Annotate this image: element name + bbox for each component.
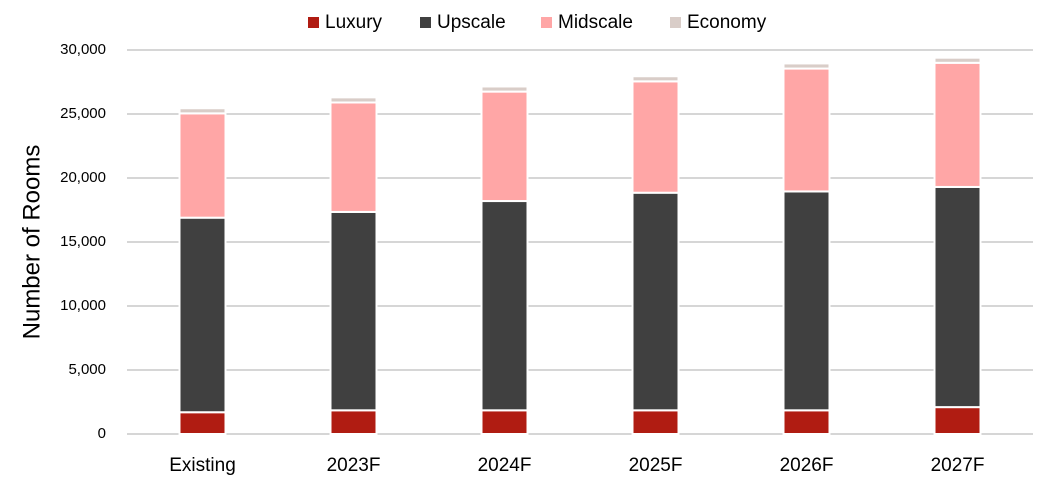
legend-swatch [308, 17, 319, 28]
x-tick-label: 2025F [629, 455, 683, 476]
x-axis-tick-labels: Existing 2023F 2024F 2025F 2026F 2027F [169, 455, 984, 476]
bar-group [631, 75, 680, 436]
bar-segment-midscale [933, 61, 982, 188]
bar-segment-economy [782, 62, 831, 70]
x-tick-label: 2024F [478, 455, 532, 476]
bar-group [782, 62, 831, 436]
bar-group [178, 107, 227, 435]
x-tick-label: 2026F [780, 455, 834, 476]
legend-item-midscale: Midscale [541, 12, 633, 33]
bar-segment-economy [631, 75, 680, 83]
x-tick-label: 2023F [327, 455, 381, 476]
bar-segment-luxury [782, 409, 831, 436]
legend: Luxury Upscale Midscale Economy [308, 12, 767, 33]
bar-group [933, 56, 982, 435]
gridlines [127, 49, 1033, 435]
legend-item-upscale: Upscale [420, 12, 506, 33]
y-tick-label: 25,000 [60, 105, 106, 122]
legend-swatch [420, 17, 431, 28]
legend-label: Economy [687, 12, 767, 33]
y-tick-label: 0 [98, 425, 106, 442]
legend-item-luxury: Luxury [308, 12, 383, 33]
bar-segment-upscale [631, 191, 680, 412]
bar-segment-upscale [329, 210, 378, 412]
bars [178, 56, 982, 436]
bar-group [480, 85, 529, 436]
bar-segment-economy [178, 107, 227, 115]
x-tick-label: 2027F [931, 455, 985, 476]
bar-segment-luxury [329, 409, 378, 436]
legend-label: Midscale [558, 12, 633, 33]
y-tick-label: 5,000 [68, 361, 106, 378]
x-tick-label: Existing [169, 455, 236, 476]
y-axis-title: Number of Rooms [18, 145, 45, 340]
y-tick-label: 15,000 [60, 233, 106, 250]
bar-segment-midscale [782, 67, 831, 193]
legend-swatch [541, 17, 552, 28]
bar-segment-economy [480, 85, 529, 93]
bar-segment-luxury [480, 409, 529, 436]
bar-segment-economy [933, 56, 982, 64]
y-tick-label: 10,000 [60, 297, 106, 314]
legend-label: Luxury [325, 12, 383, 33]
bar-segment-midscale [480, 90, 529, 203]
bar-segment-upscale [782, 190, 831, 412]
bar-segment-luxury [178, 411, 227, 435]
y-tick-label: 20,000 [60, 169, 106, 186]
y-tick-label: 30,000 [60, 41, 106, 58]
bar-segment-luxury [631, 409, 680, 436]
bar-segment-midscale [329, 101, 378, 213]
bar-segment-economy [329, 96, 378, 104]
bar-segment-luxury [933, 406, 982, 435]
legend-label: Upscale [437, 12, 506, 33]
bar-segment-upscale [480, 200, 529, 412]
bar-segment-upscale [178, 216, 227, 414]
y-axis-tick-labels: 0 5,000 10,000 15,000 20,000 25,000 30,000 [60, 41, 106, 442]
bar-group [329, 96, 378, 436]
bar-segment-midscale [178, 112, 227, 219]
bar-segment-upscale [933, 185, 982, 409]
legend-item-economy: Economy [670, 12, 767, 33]
legend-swatch [670, 17, 681, 28]
bar-segment-midscale [631, 80, 680, 194]
